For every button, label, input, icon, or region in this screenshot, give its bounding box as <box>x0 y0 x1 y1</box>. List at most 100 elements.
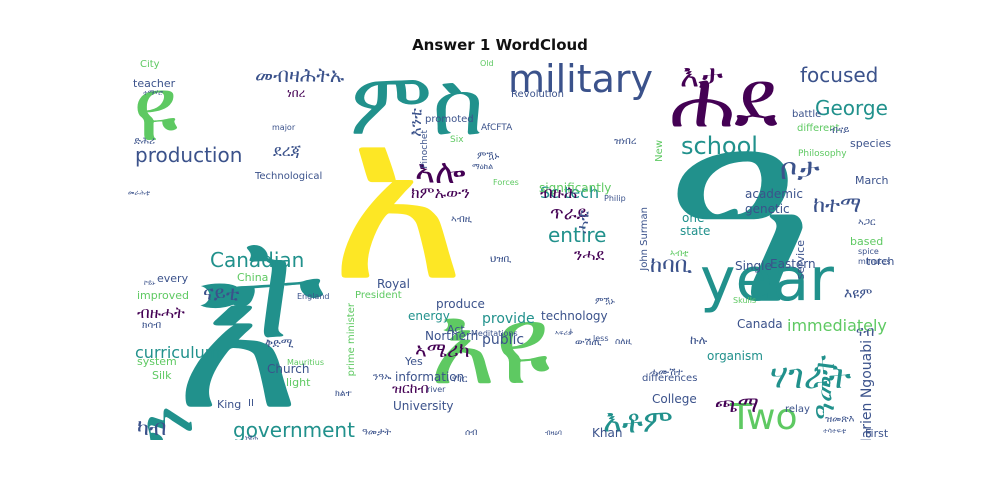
wordcloud-word: ሃገር <box>452 374 468 385</box>
wordcloud-word: energy <box>408 309 450 323</box>
wordcloud-word: China <box>237 271 269 284</box>
wordcloud-word: Northern <box>425 329 479 343</box>
wordcloud-word: March <box>855 174 889 187</box>
wordcloud-word: ጥራይ <box>550 203 588 224</box>
wordcloud-word: England <box>297 292 330 301</box>
wordcloud-word: ዝመጽእ <box>825 414 855 425</box>
wordcloud-word: እዩም <box>844 286 873 302</box>
wordcloud-word: George <box>815 96 888 120</box>
wordcloud-word: እ <box>175 212 300 440</box>
wordcloud-word: Two <box>730 397 798 438</box>
wordcloud-word: Skulls <box>733 296 757 305</box>
wordcloud-word: Khan <box>592 426 623 440</box>
wordcloud-word: one <box>682 211 705 225</box>
wordcloud-word: University <box>393 399 454 413</box>
wordcloud-word: ስለዚ <box>615 337 633 347</box>
wordcloud-word: teacher <box>133 77 176 90</box>
wordcloud-word: different <box>797 123 840 134</box>
wordcloud-word: Canada <box>737 317 783 331</box>
wordcloud-word: public <box>482 332 525 348</box>
wordcloud-word: ንሓደ <box>574 245 605 264</box>
wordcloud-word: ዓመት <box>807 355 842 421</box>
wordcloud-word: Yes <box>405 355 423 368</box>
wordcloud-word: government <box>233 418 355 440</box>
wordcloud-word: ምዃኑ <box>477 151 500 162</box>
wordcloud-word: ብዙሕ <box>540 183 578 202</box>
wordcloud-word: Revolution <box>511 89 564 100</box>
wordcloud-word: Marien Ngouabi <box>859 340 875 440</box>
wordcloud-word: New <box>654 140 665 162</box>
wordcloud-word: ብዙሓት <box>137 303 185 322</box>
wordcloud-word: ክልተ <box>335 389 352 399</box>
wordcloud-word: ክምኡውን <box>411 183 470 202</box>
wordcloud-panel: ዓአእትእዩምስሐደዩፊእዋንyearmilitaryTwoschoolprod… <box>125 60 900 440</box>
wordcloud-word: ከተማ <box>813 193 862 218</box>
wordcloud-word: እታ <box>680 60 723 95</box>
wordcloud-word: significantly <box>539 181 612 195</box>
wordcloud-word: Philip <box>604 194 626 203</box>
wordcloud-word: ዓመታት <box>362 427 392 438</box>
wordcloud-word: ድሕሪ <box>134 136 155 147</box>
wordcloud-word: Mauritius <box>287 358 324 367</box>
wordcloud-word: service <box>794 240 807 280</box>
wordcloud-word: genetic <box>745 202 790 216</box>
wordcloud-word: less <box>593 334 609 343</box>
wordcloud-word: information <box>395 370 465 384</box>
wordcloud-word: ምዃኑ <box>595 297 616 307</box>
wordcloud-word: II <box>248 398 254 409</box>
wordcloud-word: promoted <box>425 114 474 125</box>
wordcloud-word: College <box>652 392 697 406</box>
wordcloud-word: Meditations <box>471 329 518 338</box>
wordcloud-word: focused <box>800 63 879 87</box>
wordcloud-word: Six <box>450 135 464 145</box>
wordcloud-word: ት <box>230 208 325 371</box>
wordcloud-word: technology <box>541 309 608 323</box>
wordcloud-word: John Surman <box>639 207 650 271</box>
wordcloud-word: መብዛሕትኡ <box>255 63 345 87</box>
wordcloud-word: ዝርከብ <box>392 381 429 397</box>
chart-title: Answer 1 WordCloud <box>412 36 588 54</box>
wordcloud-word: military <box>508 60 653 101</box>
wordcloud-word: ውሽጢ <box>575 337 602 348</box>
wordcloud-word: based <box>850 235 884 248</box>
wordcloud-word: መራሕቲ <box>128 189 150 197</box>
wordcloud-word: provide <box>482 311 535 327</box>
wordcloud-word: Silk <box>152 369 172 382</box>
wordcloud-word: Royal <box>377 277 410 291</box>
wordcloud-word: City <box>140 60 160 70</box>
wordcloud-word: Technological <box>255 171 323 182</box>
wordcloud-word: Philosophy <box>798 149 847 159</box>
wordcloud-word: river <box>427 385 446 394</box>
wordcloud-word: ካብ <box>137 416 167 440</box>
wordcloud-word: እንቲ <box>406 108 425 137</box>
wordcloud-word: minutes <box>858 257 891 266</box>
wordcloud-word: ክሳብ <box>142 320 162 331</box>
wordcloud-word: ምስ <box>350 60 484 155</box>
wordcloud-word: ዩ <box>133 60 178 162</box>
wordcloud-word: spice <box>858 247 879 256</box>
wordcloud-word: organism <box>707 349 763 363</box>
wordcloud-word: Single <box>735 259 772 273</box>
wordcloud-word: ነዊሕ <box>245 434 259 441</box>
wordcloud-word: ኩሉ <box>690 333 708 347</box>
wordcloud-word: Church <box>267 362 310 376</box>
wordcloud-word: Sc tech <box>540 183 600 202</box>
wordcloud-word: ኣብቲ <box>670 249 689 259</box>
wordcloud-word: Eastern <box>770 257 816 271</box>
wordcloud-word: ብናይ <box>830 125 850 136</box>
wordcloud-word: ከባቢ <box>650 253 693 278</box>
wordcloud-word: battle <box>792 109 822 120</box>
wordcloud-word: major <box>272 123 296 132</box>
wordcloud-word: ናይቲ <box>203 281 240 305</box>
wordcloud-word: ኮይኑ <box>144 279 156 287</box>
wordcloud-word: ብዛዕባ <box>545 429 562 437</box>
wordcloud-word: produce <box>436 297 485 311</box>
wordcloud-word: school <box>681 132 758 160</box>
wordcloud-word: species <box>850 137 892 150</box>
wordcloud-word: ናብ <box>856 324 875 340</box>
wordcloud-word: ነበረ <box>287 86 306 100</box>
wordcloud-word: ሰብ <box>465 428 478 438</box>
wordcloud-word: immediately <box>787 316 887 335</box>
wordcloud-word: ዝነበረ <box>614 136 637 147</box>
